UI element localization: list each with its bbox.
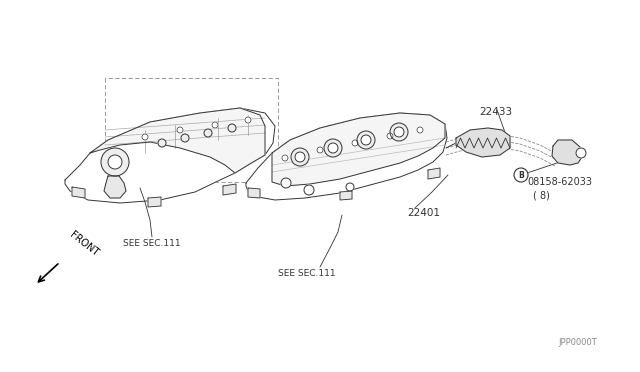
Circle shape	[295, 152, 305, 162]
Circle shape	[514, 168, 528, 182]
Circle shape	[328, 143, 338, 153]
Circle shape	[317, 147, 323, 153]
Circle shape	[324, 139, 342, 157]
Circle shape	[281, 178, 291, 188]
Polygon shape	[90, 108, 265, 173]
Text: B: B	[518, 170, 524, 180]
Circle shape	[245, 117, 251, 123]
Circle shape	[181, 134, 189, 142]
Circle shape	[361, 135, 371, 145]
Polygon shape	[104, 176, 126, 198]
Circle shape	[394, 127, 404, 137]
Circle shape	[346, 183, 354, 191]
Polygon shape	[428, 168, 440, 179]
Circle shape	[204, 129, 212, 137]
Text: ( 8): ( 8)	[533, 191, 550, 201]
Circle shape	[177, 127, 183, 133]
Text: SEE SEC.111: SEE SEC.111	[123, 239, 181, 248]
Circle shape	[304, 185, 314, 195]
Polygon shape	[148, 197, 161, 207]
Circle shape	[387, 133, 393, 139]
Circle shape	[417, 127, 423, 133]
Polygon shape	[223, 184, 236, 195]
Polygon shape	[456, 128, 510, 157]
Polygon shape	[272, 113, 445, 186]
Text: 08158-62033: 08158-62033	[527, 177, 592, 187]
Circle shape	[352, 140, 358, 146]
Polygon shape	[552, 140, 582, 165]
Circle shape	[212, 122, 218, 128]
Polygon shape	[248, 188, 260, 198]
Circle shape	[282, 155, 288, 161]
Circle shape	[101, 148, 129, 176]
Circle shape	[142, 134, 148, 140]
Circle shape	[228, 124, 236, 132]
Text: SEE SEC.111: SEE SEC.111	[278, 269, 336, 278]
Polygon shape	[340, 191, 352, 200]
Circle shape	[390, 123, 408, 141]
Text: FRONT: FRONT	[68, 230, 100, 258]
Circle shape	[108, 155, 122, 169]
Circle shape	[158, 139, 166, 147]
Polygon shape	[72, 187, 85, 198]
Polygon shape	[65, 108, 275, 203]
Polygon shape	[246, 113, 447, 200]
Circle shape	[357, 131, 375, 149]
Text: JPP0000T: JPP0000T	[558, 338, 596, 347]
Text: 22433: 22433	[479, 107, 513, 117]
Circle shape	[291, 148, 309, 166]
Circle shape	[576, 148, 586, 158]
Text: 22401: 22401	[407, 208, 440, 218]
